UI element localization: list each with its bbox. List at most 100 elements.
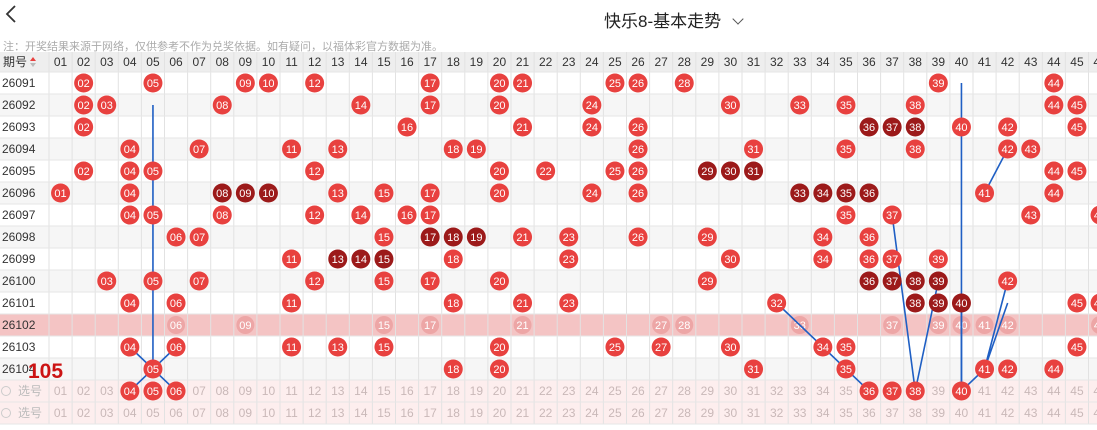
select-number[interactable]: 35 — [839, 406, 853, 420]
select-number[interactable]: 27 — [654, 384, 668, 398]
column-header: 45 — [1070, 55, 1084, 69]
select-number[interactable]: 16 — [400, 406, 414, 420]
select-number[interactable]: 11 — [285, 384, 298, 398]
select-number[interactable]: 14 — [354, 406, 368, 420]
select-number[interactable]: 27 — [654, 406, 668, 420]
select-number[interactable]: 20 — [493, 384, 507, 398]
select-number[interactable]: 35 — [839, 384, 853, 398]
select-number[interactable]: 05 — [146, 406, 160, 420]
select-number[interactable]: 41 — [978, 406, 992, 420]
select-number[interactable]: 24 — [585, 384, 599, 398]
select-number[interactable]: 04 — [123, 406, 137, 420]
select-number[interactable]: 30 — [724, 406, 738, 420]
select-number[interactable]: 44 — [1047, 406, 1061, 420]
select-number[interactable]: 18 — [447, 384, 461, 398]
select-number[interactable]: 45 — [1070, 384, 1084, 398]
select-number[interactable]: 08 — [216, 384, 230, 398]
number-ball — [166, 337, 186, 357]
select-number[interactable]: 37 — [885, 406, 899, 420]
title-dropdown[interactable]: 快乐8-基本走势 — [604, 7, 744, 32]
select-number[interactable]: 02 — [77, 406, 91, 420]
select-number[interactable]: 19 — [470, 406, 484, 420]
select-number[interactable]: 30 — [724, 384, 738, 398]
select-number[interactable]: 12 — [308, 406, 322, 420]
select-number[interactable]: 31 — [747, 406, 761, 420]
select-number[interactable]: 34 — [816, 406, 830, 420]
select-number[interactable]: 42 — [1001, 406, 1015, 420]
select-number[interactable]: 22 — [539, 384, 553, 398]
select-number[interactable]: 21 — [516, 384, 530, 398]
select-number[interactable]: 13 — [331, 406, 345, 420]
number-ball — [582, 95, 602, 115]
select-number[interactable]: 20 — [493, 406, 507, 420]
selected-ball-number: 05 — [147, 386, 159, 398]
select-number[interactable]: 33 — [793, 384, 807, 398]
select-number[interactable]: 07 — [192, 406, 206, 420]
select-number[interactable]: 03 — [100, 406, 114, 420]
select-number[interactable]: 31 — [747, 384, 761, 398]
select-number[interactable]: 43 — [1024, 406, 1038, 420]
select-number[interactable]: 02 — [77, 384, 91, 398]
faded-ball — [998, 316, 1017, 334]
select-number[interactable]: 07 — [192, 384, 206, 398]
period-label: 26093 — [2, 120, 36, 134]
select-number[interactable]: 44 — [1047, 384, 1061, 398]
select-number[interactable]: 29 — [701, 406, 715, 420]
select-number[interactable]: 41 — [978, 384, 992, 398]
select-number[interactable]: 32 — [770, 406, 784, 420]
select-number[interactable]: 19 — [470, 384, 484, 398]
column-header: 15 — [377, 55, 391, 69]
select-number[interactable]: 09 — [239, 384, 253, 398]
select-number[interactable]: 23 — [562, 384, 576, 398]
select-number[interactable]: 34 — [816, 384, 830, 398]
select-number[interactable]: 25 — [608, 384, 622, 398]
select-number[interactable]: 15 — [377, 384, 391, 398]
select-number[interactable]: 13 — [331, 384, 345, 398]
number-ball-number: 16 — [401, 210, 413, 222]
select-number[interactable]: 36 — [862, 406, 876, 420]
select-number[interactable]: 39 — [932, 384, 946, 398]
select-number[interactable]: 38 — [909, 406, 923, 420]
select-number[interactable]: 15 — [377, 406, 391, 420]
select-number[interactable]: 45 — [1070, 406, 1084, 420]
select-number[interactable]: 43 — [1024, 384, 1038, 398]
select-number[interactable]: 10 — [262, 406, 276, 420]
select-number[interactable]: 26 — [631, 384, 645, 398]
select-number[interactable]: 42 — [1001, 384, 1015, 398]
select-number[interactable]: 01 — [54, 384, 68, 398]
select-number[interactable]: 03 — [100, 384, 114, 398]
select-number[interactable]: 28 — [678, 384, 692, 398]
select-number[interactable]: 26 — [631, 406, 645, 420]
select-number[interactable]: 11 — [285, 406, 298, 420]
select-number[interactable]: 28 — [678, 406, 692, 420]
select-number[interactable]: 09 — [239, 406, 253, 420]
select-number[interactable]: 16 — [400, 384, 414, 398]
select-number[interactable]: 21 — [516, 406, 530, 420]
select-number[interactable]: 29 — [701, 384, 715, 398]
select-number[interactable]: 46 — [1093, 406, 1097, 420]
select-number[interactable]: 46 — [1093, 384, 1097, 398]
select-number[interactable]: 17 — [423, 384, 437, 398]
select-number[interactable]: 39 — [932, 406, 946, 420]
select-number[interactable]: 23 — [562, 406, 576, 420]
select-radio[interactable] — [1, 408, 11, 418]
select-number[interactable]: 06 — [169, 406, 183, 420]
column-header: 25 — [608, 55, 622, 69]
select-number[interactable]: 12 — [308, 384, 322, 398]
select-number[interactable]: 40 — [955, 406, 969, 420]
select-number[interactable]: 25 — [608, 406, 622, 420]
select-number[interactable]: 33 — [793, 406, 807, 420]
select-radio[interactable] — [1, 386, 11, 396]
select-number[interactable]: 18 — [447, 406, 461, 420]
select-number[interactable]: 17 — [423, 406, 437, 420]
select-number[interactable]: 10 — [262, 384, 276, 398]
sort-arrows-icon[interactable] — [30, 57, 36, 67]
select-number[interactable]: 01 — [54, 406, 68, 420]
select-number[interactable]: 24 — [585, 406, 599, 420]
repeat-ball — [328, 249, 348, 269]
back-button[interactable] — [4, 3, 18, 31]
select-number[interactable]: 32 — [770, 384, 784, 398]
select-number[interactable]: 08 — [216, 406, 230, 420]
select-number[interactable]: 22 — [539, 406, 553, 420]
select-number[interactable]: 14 — [354, 384, 368, 398]
